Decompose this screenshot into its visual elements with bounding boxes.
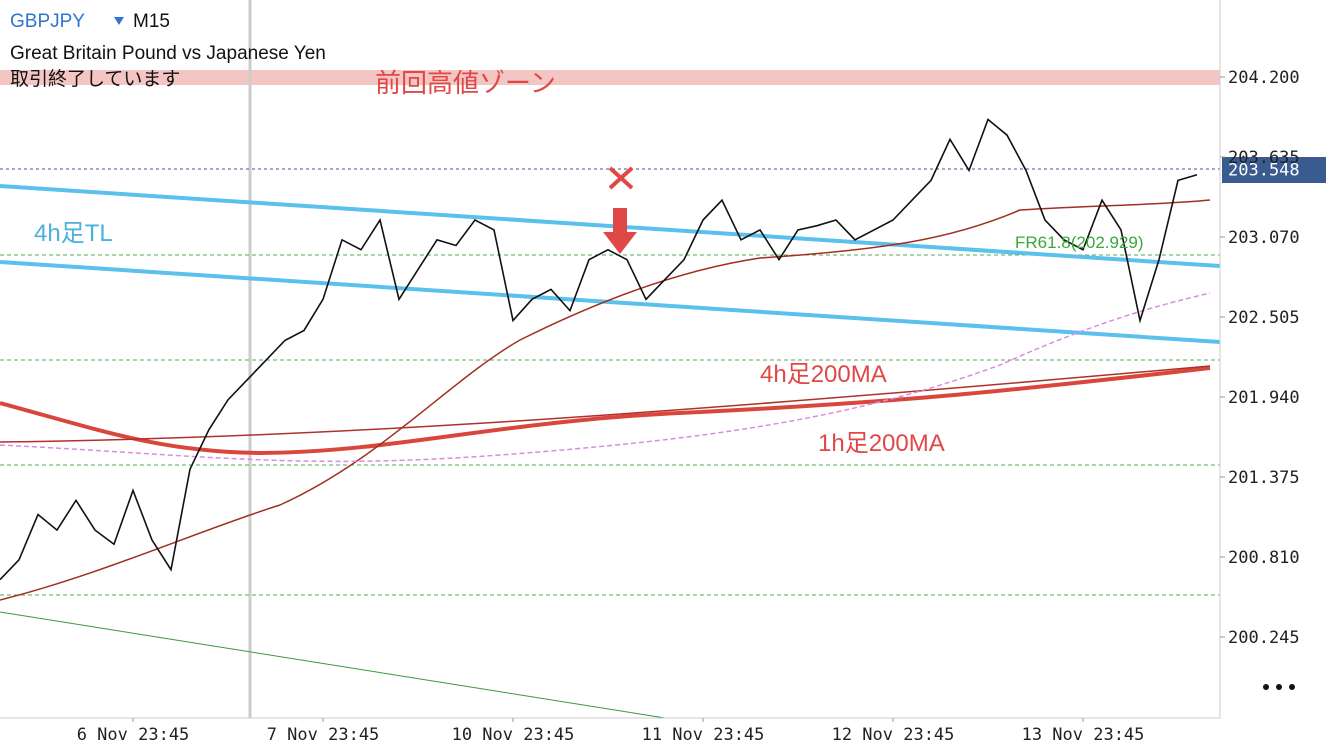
y-tick-label: 203.070	[1228, 228, 1300, 248]
tl-lower	[0, 260, 1221, 344]
y-tick-label: 201.375	[1228, 468, 1300, 488]
fib-levels	[0, 254, 1220, 596]
dropdown-icon[interactable]	[114, 17, 124, 25]
resistance-zone	[0, 70, 1220, 85]
price-plot	[0, 118, 1198, 581]
timeframe[interactable]: M15	[133, 11, 170, 32]
x-mark	[608, 166, 634, 190]
annotation: 1h足200MA	[818, 430, 945, 457]
y-tick-label: 201.940	[1228, 388, 1300, 408]
ma-1h-200	[0, 365, 1211, 443]
annotation: 前回高値ゾーン	[375, 68, 556, 98]
price-line	[0, 118, 1198, 581]
y-tick-label: 204.200	[1228, 68, 1300, 88]
x-tick-label: 7 Nov 23:45	[267, 725, 380, 745]
x-tick-label: 6 Nov 23:45	[77, 725, 190, 745]
market-status: 取引終了しています	[10, 68, 180, 90]
y-tick-label: 202.505	[1228, 308, 1300, 328]
ma-dashed	[0, 292, 1211, 463]
down-arrow	[603, 208, 637, 254]
annotation: FR61.8(202.929)	[1015, 233, 1144, 252]
ma-mid	[0, 199, 1211, 601]
instrument-name: Great Britain Pound vs Japanese Yen	[10, 43, 326, 64]
x-tick-label: 13 Nov 23:45	[1022, 725, 1145, 745]
y-tick-label: 200.810	[1228, 548, 1300, 568]
y-tick-label: 200.245	[1228, 628, 1300, 648]
last-price-box	[1222, 157, 1326, 183]
last-price-label: 203.548	[1228, 160, 1300, 180]
annotation: 4h足TL	[34, 220, 113, 247]
symbol[interactable]: GBPJPY	[10, 11, 85, 32]
ma-4h-200	[0, 366, 1211, 456]
annotation: 4h足200MA	[760, 361, 887, 388]
tl-upper	[0, 184, 1221, 268]
menu-button[interactable]	[1263, 684, 1295, 690]
y-tick-label: 203.635	[1228, 148, 1300, 168]
x-tick-label: 10 Nov 23:45	[452, 725, 575, 745]
x-tick-label: 12 Nov 23:45	[832, 725, 955, 745]
x-tick-label: 11 Nov 23:45	[642, 725, 765, 745]
trend-line	[0, 611, 666, 719]
